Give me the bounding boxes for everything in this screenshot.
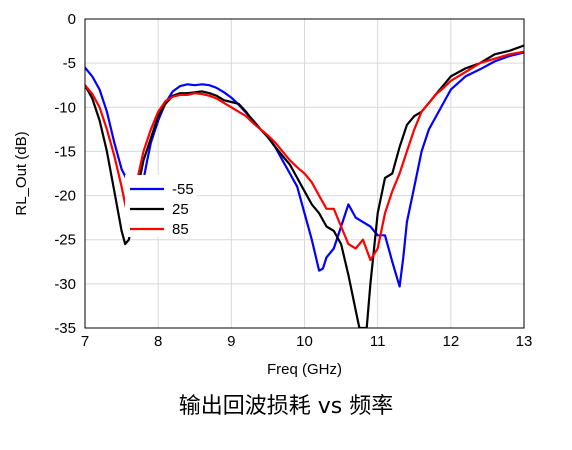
x-tick-label: 7	[81, 333, 89, 350]
x-tick-label: 12	[442, 333, 459, 350]
y-tick-label: -35	[54, 320, 76, 337]
y-tick-label: 0	[68, 11, 76, 28]
y-tick-label: -5	[63, 55, 76, 72]
legend-label-1: 25	[172, 201, 189, 218]
series-line-2	[85, 50, 524, 262]
legend-label-0: -55	[172, 181, 194, 198]
tick-labels: 7 8 9 10 11 12 13 0 -5 -10 -15 -20 -25 -30 -35	[54, 11, 532, 350]
y-tick-label: -20	[54, 188, 76, 205]
legend: -55 25 85	[125, 175, 197, 238]
y-tick-label: -25	[54, 232, 76, 249]
y-tick-label: -15	[54, 143, 76, 160]
x-tick-label: 13	[516, 333, 533, 350]
y-axis-label: RL_Out (dB)	[13, 131, 30, 215]
series-layer	[85, 44, 524, 328]
x-tick-label: 10	[296, 333, 313, 350]
series-line-0	[85, 51, 524, 288]
y-tick-label: -30	[54, 276, 76, 293]
figure-caption: 输出回波损耗 vs 频率	[178, 394, 394, 419]
series-line-1	[85, 44, 524, 328]
legend-box	[125, 175, 197, 237]
x-axis-label: Freq (GHz)	[267, 361, 342, 378]
legend-label-2: 85	[172, 221, 189, 238]
y-tick-label: -10	[54, 99, 76, 116]
grid-lines	[85, 19, 524, 328]
x-tick-label: 11	[370, 333, 386, 350]
x-tick-label: 9	[227, 333, 235, 350]
x-tick-label: 8	[154, 333, 162, 350]
plot-frame	[84, 18, 525, 329]
